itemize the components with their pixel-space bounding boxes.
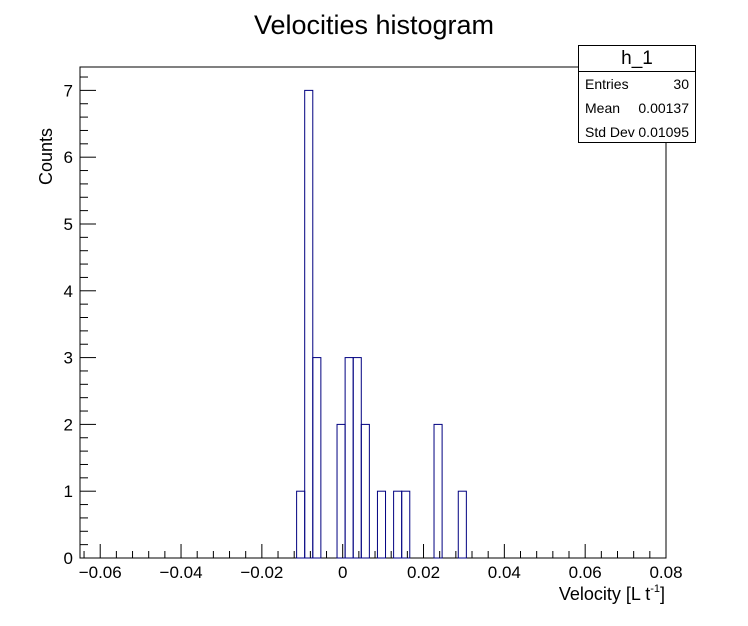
histogram-bin [393,490,403,559]
stats-mean-value: 0.00137 [638,100,689,116]
histogram-bin [344,357,354,559]
x-tick-label: −0.06 [79,563,122,582]
x-tick-label: −0.02 [240,563,283,582]
chart-title: Velocities histogram [254,10,494,40]
histogram-bin [401,490,411,559]
stats-mean-label: Mean [585,100,621,116]
y-tick-label: 3 [64,349,73,368]
y-tick-label: 1 [64,482,73,501]
x-tick-label: 0 [338,563,347,582]
histogram-bin [457,490,467,559]
stats-std-value: 0.01095 [638,124,689,140]
stats-entries-label: Entries [585,76,629,92]
histogram-bin [352,357,362,559]
y-tick-label: 6 [64,148,73,167]
histogram-bin [376,490,387,559]
x-tick-label: −0.04 [160,563,203,582]
x-axis-label: Velocity [L t-1] [559,583,665,604]
x-tick-label: 0.06 [569,563,602,582]
stats-mean-row: Mean 0.00137 [579,96,695,120]
x-tick-label: 0.02 [407,563,440,582]
x-axis: −0.06 −0.04 −0.02 0 0.02 0.04 0.06 0.08 [79,544,683,582]
x-tick-label: 0.08 [649,563,682,582]
histogram-bars [296,89,467,559]
histogram-bin [312,357,322,559]
histogram-bin [304,89,314,559]
stats-std-label: Std Dev [585,124,635,140]
y-axis: 0 1 2 3 4 5 6 7 [64,76,96,568]
histogram-bin [336,423,346,559]
histogram-bin [433,423,443,559]
plot-frame [79,66,667,559]
stats-title: h_1 [579,46,695,72]
stats-entries-row: Entries 30 [579,72,695,96]
histogram-bin [360,423,370,559]
stats-entries-value: 30 [673,76,689,92]
x-tick-label: 0.04 [488,563,521,582]
histogram-bin [296,490,306,559]
y-tick-label: 0 [64,549,73,568]
y-tick-label: 5 [64,215,73,234]
stats-std-row: Std Dev 0.01095 [579,120,695,144]
stats-box: h_1 Entries 30 Mean 0.00137 Std Dev 0.01… [578,45,696,143]
x-axis-label-close: ] [660,584,665,604]
y-tick-label: 2 [64,415,73,434]
y-tick-label: 4 [64,282,73,301]
y-axis-label: Counts [36,128,56,185]
y-tick-label: 7 [64,81,73,100]
x-axis-label-superscript: -1 [650,583,660,595]
